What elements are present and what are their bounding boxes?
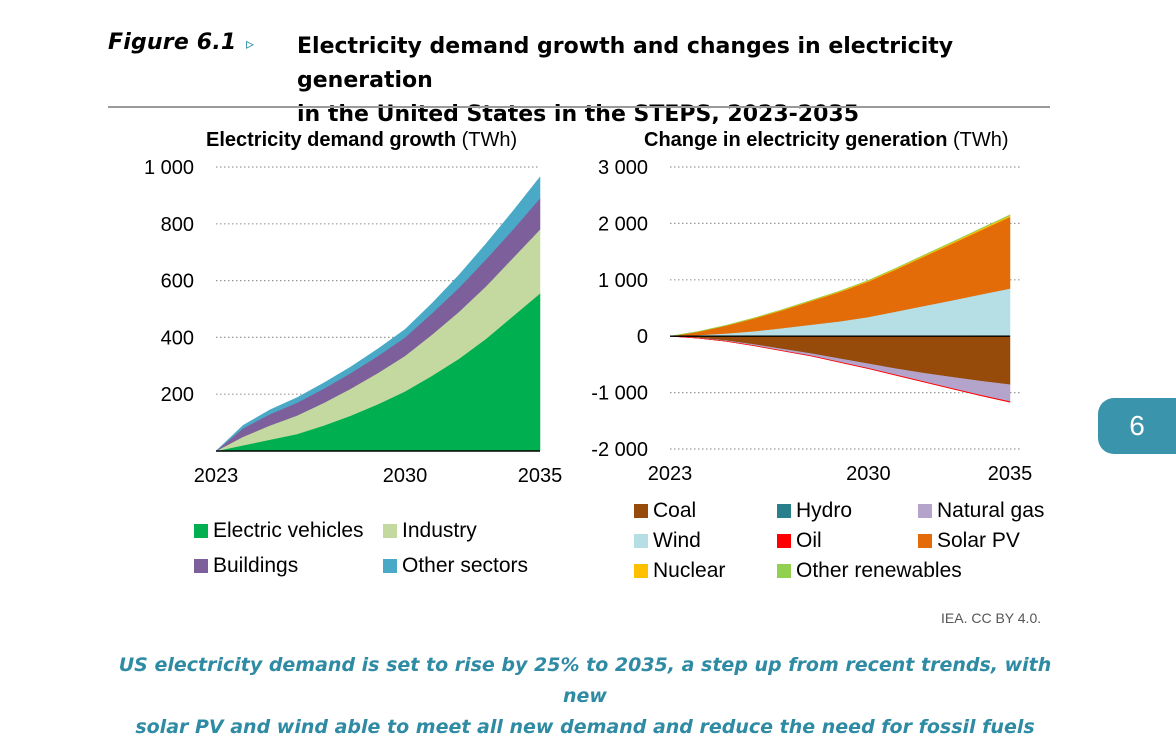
legend-item-natural-gas: Natural gas	[918, 499, 1044, 523]
legend-swatch	[918, 534, 932, 548]
figure-title: Electricity demand growth and changes in…	[297, 30, 1077, 132]
y-tick-label: -2 000	[591, 439, 648, 461]
x-tick-label: 2023	[194, 465, 239, 487]
title-divider	[108, 106, 1050, 108]
y-tick-label: 0	[637, 326, 648, 348]
legend-label: Hydro	[796, 499, 853, 522]
figure-label: Figure 6.1	[108, 30, 237, 55]
legend-label: Buildings	[213, 554, 299, 577]
y-tick-label: 800	[161, 214, 194, 236]
legend-swatch	[634, 504, 648, 518]
legend-swatch	[634, 564, 648, 578]
x-tick-label: 2035	[988, 463, 1033, 485]
legend-swatch	[777, 564, 791, 578]
legend-swatch	[383, 559, 397, 573]
legend-item-wind: Wind	[634, 529, 701, 553]
legend-item-oil: Oil	[777, 529, 822, 553]
legend-item-other-renewables: Other renewables	[777, 559, 962, 583]
credit-text: IEA. CC BY 4.0.	[941, 610, 1042, 626]
legend-label: Wind	[653, 529, 701, 552]
legend-item-nuclear: Nuclear	[634, 559, 725, 583]
legend-swatch	[194, 559, 208, 573]
legend-item-electric-vehicles: Electric vehicles	[194, 519, 364, 543]
legend-item-coal: Coal	[634, 499, 696, 523]
area-other-sectors	[215, 176, 541, 452]
x-tick-label: 2030	[846, 463, 891, 485]
legend-swatch	[777, 534, 791, 548]
y-tick-label: 1 000	[144, 157, 194, 179]
legend-label: Natural gas	[937, 499, 1045, 522]
caption-line1: US electricity demand is set to rise by …	[118, 654, 1052, 707]
chart-title-main: Change in electricity generation	[644, 129, 953, 151]
y-tick-label: 3 000	[598, 157, 648, 179]
chart-title: Electricity demand growth (TWh)	[206, 129, 517, 151]
legend-label: Industry	[402, 519, 477, 542]
charts-canvas: Electricity demand growth (TWh) 200 400 600…	[144, 129, 1032, 487]
legend-swatch	[383, 524, 397, 538]
chapter-tab[interactable]: 6	[1098, 398, 1176, 454]
x-tick-label: 2030	[383, 465, 428, 487]
legend-swatch	[918, 504, 932, 518]
legend-item-solar-pv: Solar PV	[918, 529, 1020, 553]
y-tick-label: 2 000	[598, 213, 648, 235]
y-tick-label: 400	[161, 327, 194, 349]
legend-item-hydro: Hydro	[777, 499, 852, 523]
legend-label: Nuclear	[653, 559, 726, 582]
figure-arrow-icon[interactable]: ▹	[246, 36, 255, 53]
chart-title: Change in electricity generation (TWh)	[644, 129, 1009, 151]
x-tick-label: 2035	[518, 465, 563, 487]
chart-title-unit: (TWh)	[462, 129, 518, 151]
legend-label: Other renewables	[796, 559, 962, 582]
legend-label: Coal	[653, 499, 697, 522]
legend-swatch	[194, 524, 208, 538]
legend-label: Oil	[796, 529, 822, 552]
y-tick-label: 1 000	[598, 270, 648, 292]
legend-item-industry: Industry	[383, 519, 477, 543]
x-tick-label: 2023	[648, 463, 693, 485]
chart-title-main: Electricity demand growth	[206, 129, 462, 151]
legend-item-other-sectors: Other sectors	[383, 554, 528, 578]
chart-panel-1: Electricity demand growth (TWh) 200 400 600…	[144, 129, 562, 487]
legend-label: Solar PV	[937, 529, 1020, 552]
area-other-renewables	[669, 214, 1011, 337]
caption-line2: solar PV and wind able to meet all new d…	[135, 716, 1035, 738]
figure-caption: US electricity demand is set to rise by …	[100, 650, 1070, 743]
legend-swatch	[777, 504, 791, 518]
legend-swatch	[634, 534, 648, 548]
legend-label: Electric vehicles	[213, 519, 364, 542]
area-oil	[669, 335, 1011, 403]
chart-panel-2: Change in electricity generation (TWh) -2…	[591, 129, 1032, 485]
legend-label: Other sectors	[402, 554, 529, 577]
y-tick-label: 600	[161, 271, 194, 293]
legend-item-buildings: Buildings	[194, 554, 298, 578]
figure-title-line1: Electricity demand growth and changes in…	[297, 34, 954, 93]
chart-title-unit: (TWh)	[953, 129, 1009, 151]
y-tick-label: 200	[161, 384, 194, 406]
y-tick-label: -1 000	[591, 383, 648, 405]
